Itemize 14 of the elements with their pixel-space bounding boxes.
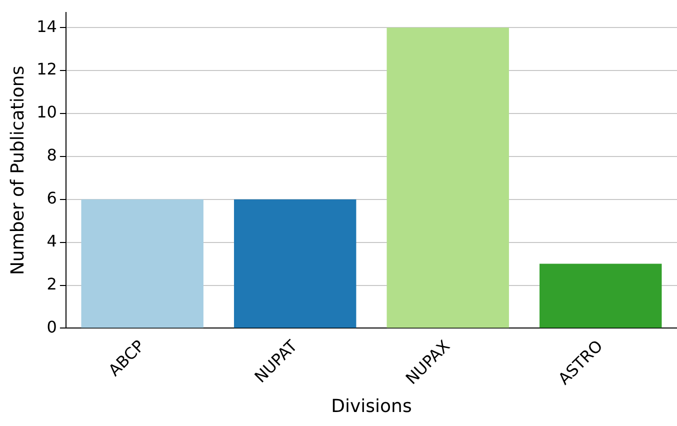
y-tick-label: 2 <box>46 274 57 294</box>
x-axis-title: Divisions <box>331 396 412 417</box>
bar <box>234 199 356 328</box>
y-tick-label: 14 <box>36 16 57 36</box>
bar <box>386 28 509 328</box>
y-tick-label: 8 <box>46 146 57 165</box>
y-axis-title: Number of Publications <box>7 66 28 276</box>
y-tick-label: 10 <box>36 102 57 122</box>
bar <box>81 199 204 328</box>
bar <box>540 264 662 328</box>
y-tick-label: 0 <box>46 317 57 336</box>
y-tick-label: 4 <box>46 231 57 250</box>
y-tick-label: 12 <box>36 60 57 79</box>
y-tick-label: 6 <box>46 188 57 208</box>
